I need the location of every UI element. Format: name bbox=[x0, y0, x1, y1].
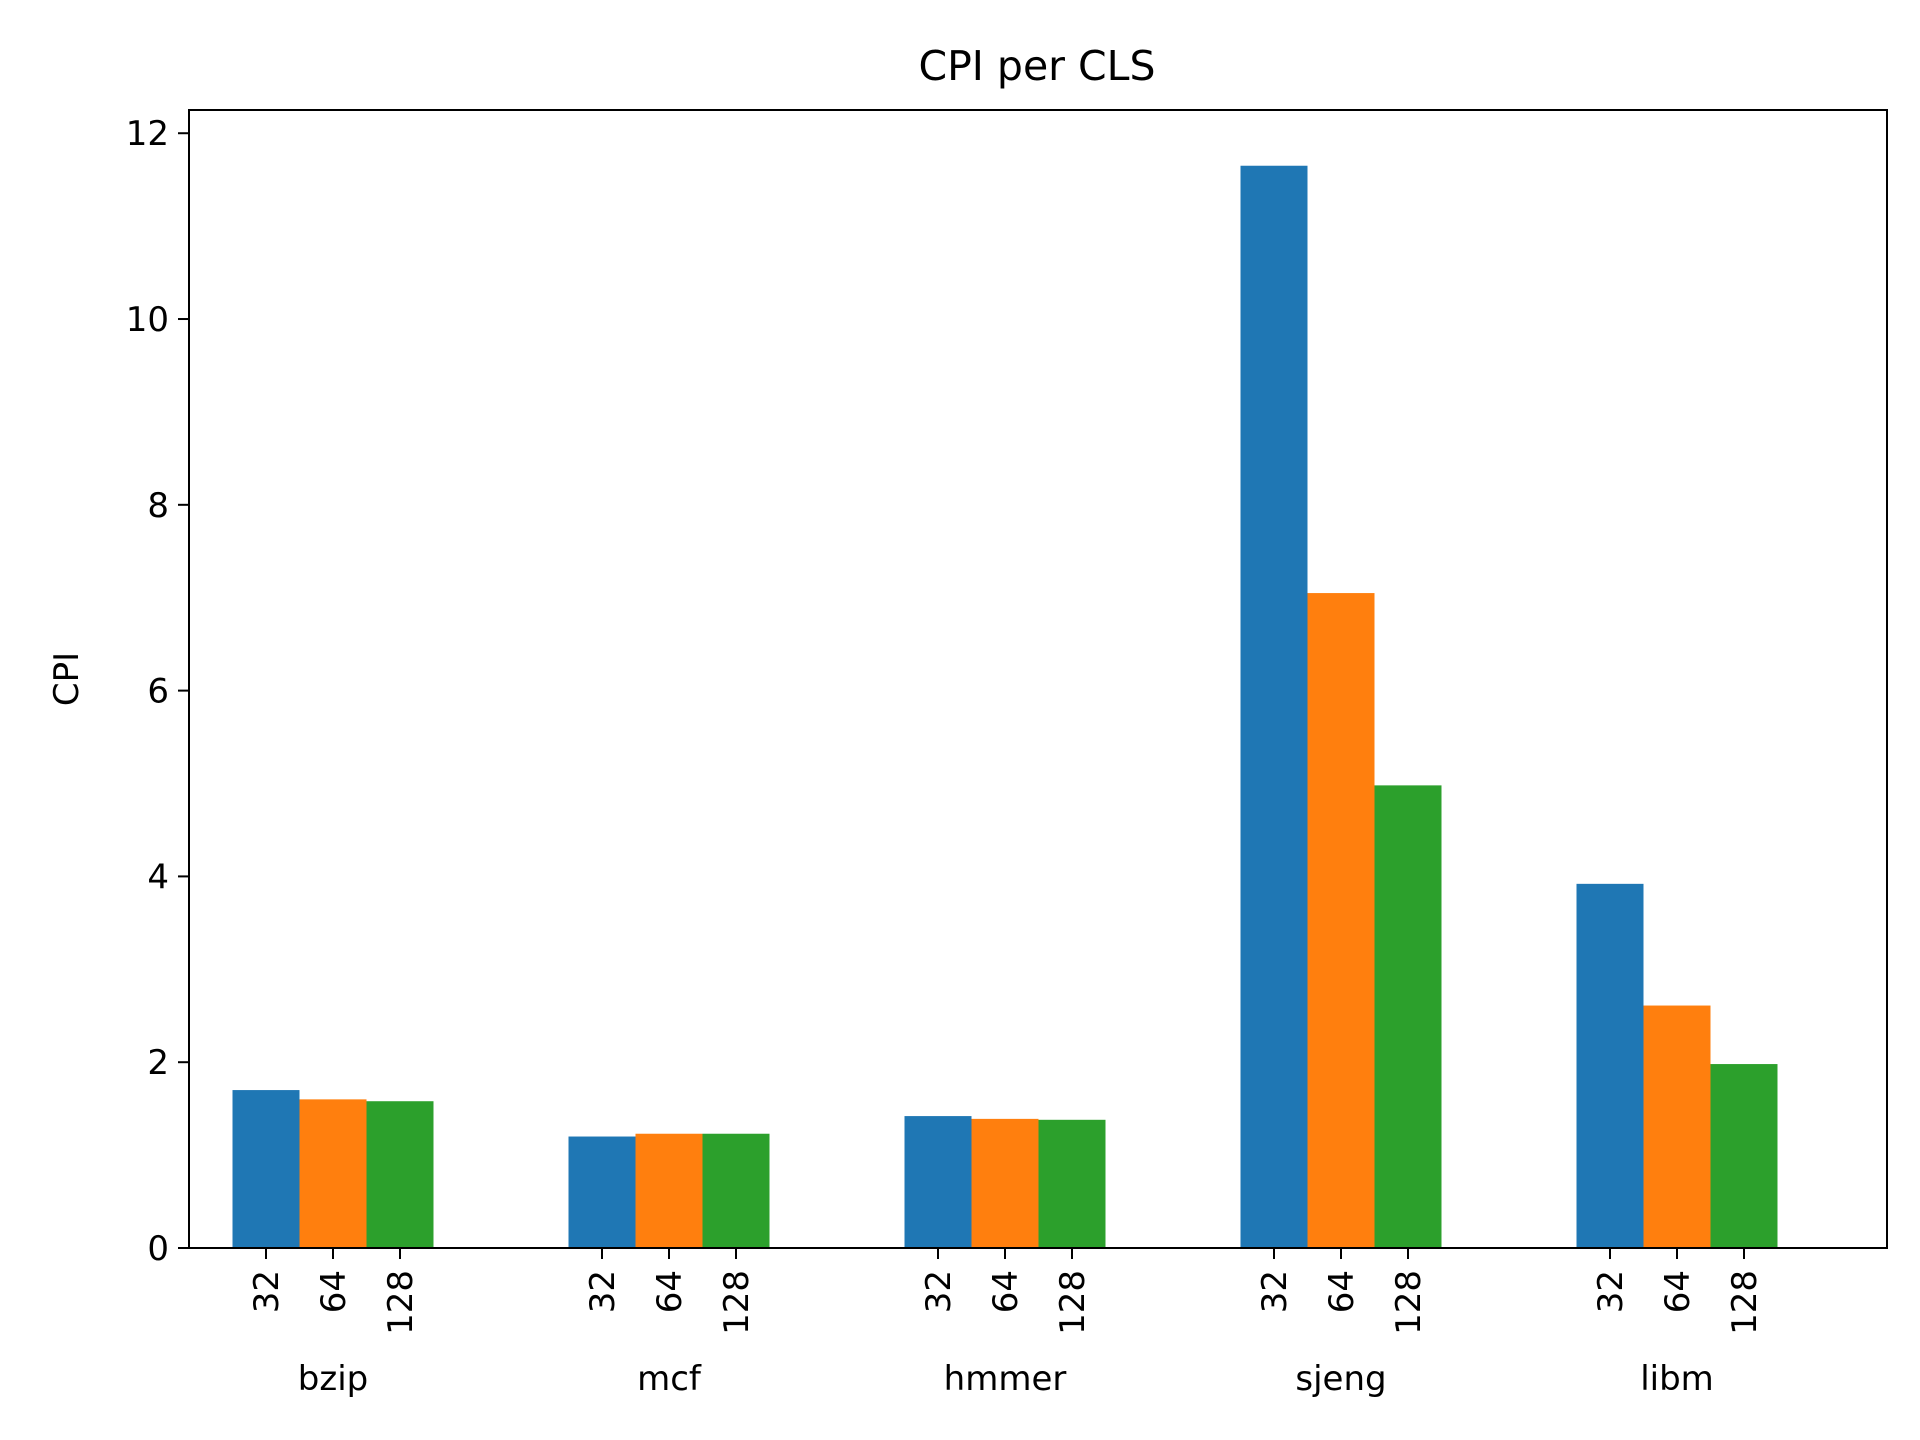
x-tick-label: 64 bbox=[986, 1270, 1026, 1313]
x-tick-label: 64 bbox=[1322, 1270, 1362, 1313]
bar-libm-128 bbox=[1710, 1064, 1778, 1248]
plot-frame bbox=[188, 109, 1888, 1249]
x-tick-label: 128 bbox=[717, 1270, 757, 1335]
category-label-bzip: bzip bbox=[298, 1359, 368, 1399]
bar-bzip-128 bbox=[366, 1101, 434, 1248]
y-axis: 0 2 4 6 8 10 12 bbox=[126, 114, 189, 1269]
bar-bzip-64 bbox=[299, 1099, 367, 1248]
x-tick-label: 64 bbox=[1658, 1270, 1698, 1313]
y-tick-label: 12 bbox=[126, 114, 169, 154]
x-tick-label: 32 bbox=[1591, 1270, 1631, 1313]
chart-title: CPI per CLS bbox=[918, 42, 1155, 90]
bar-sjeng-64 bbox=[1307, 593, 1375, 1248]
bar-sjeng-128 bbox=[1374, 785, 1442, 1248]
bar-hmmer-64 bbox=[971, 1118, 1039, 1248]
x-tick-label: 32 bbox=[583, 1270, 623, 1313]
category-label-sjeng: sjeng bbox=[1295, 1359, 1386, 1399]
x-tick-label: 32 bbox=[919, 1270, 959, 1313]
x-tick-label: 128 bbox=[381, 1270, 421, 1335]
y-tick-label: 6 bbox=[147, 672, 169, 712]
x-axis: 32 64 128 bzip 32 64 128 mcf 32 64 128 hmmer 32 64 128… bbox=[247, 1248, 1765, 1399]
bar-hmmer-32 bbox=[904, 1116, 972, 1248]
bar-mcf-128 bbox=[702, 1133, 770, 1248]
y-tick-label: 8 bbox=[147, 486, 169, 526]
bar-libm-32 bbox=[1576, 883, 1644, 1248]
x-tick-label: 64 bbox=[650, 1270, 690, 1313]
category-label-libm: libm bbox=[1640, 1359, 1714, 1399]
y-tick-label: 4 bbox=[147, 857, 169, 897]
bars-group bbox=[232, 165, 1778, 1248]
category-label-hmmer: hmmer bbox=[944, 1359, 1067, 1399]
x-tick-label: 32 bbox=[247, 1270, 287, 1313]
y-tick-label: 2 bbox=[147, 1043, 169, 1083]
x-tick-label: 128 bbox=[1725, 1270, 1765, 1335]
x-tick-label: 64 bbox=[314, 1270, 354, 1313]
x-tick-label: 128 bbox=[1389, 1270, 1429, 1335]
bar-libm-64 bbox=[1643, 1005, 1711, 1248]
bar-mcf-64 bbox=[635, 1133, 703, 1248]
y-tick-label: 10 bbox=[126, 300, 169, 340]
bar-sjeng-32 bbox=[1240, 165, 1308, 1248]
y-tick-label: 0 bbox=[147, 1229, 169, 1269]
x-tick-label: 32 bbox=[1255, 1270, 1295, 1313]
bar-mcf-32 bbox=[568, 1136, 636, 1248]
x-tick-label: 128 bbox=[1053, 1270, 1093, 1335]
category-label-mcf: mcf bbox=[637, 1359, 702, 1399]
bar-bzip-32 bbox=[232, 1090, 300, 1248]
bar-hmmer-128 bbox=[1038, 1119, 1106, 1248]
y-axis-label: CPI bbox=[47, 652, 87, 706]
